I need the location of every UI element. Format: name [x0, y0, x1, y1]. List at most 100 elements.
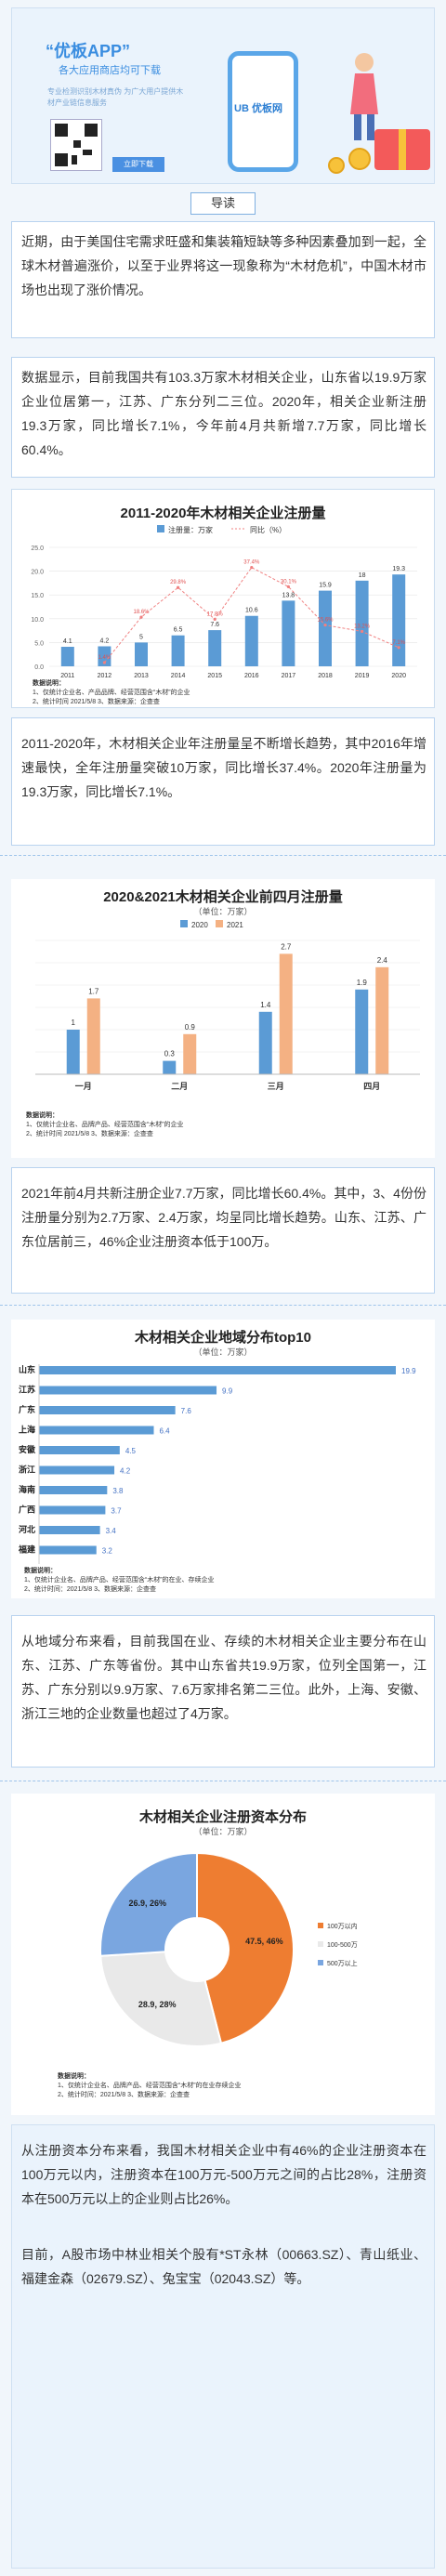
- section-divider: [0, 1305, 446, 1306]
- monthly-paragraph: 2021年前4月共新注册企业7.7万家，同比增长60.4%。其中，3、4份份注册…: [21, 1186, 426, 1249]
- chart1-y-tick: 20.0: [31, 570, 44, 576]
- chart3-category-label: 安徽: [19, 1444, 36, 1454]
- chart2-legend-2020-swatch: [180, 920, 188, 927]
- chart1-bar: [319, 590, 332, 666]
- chart2-x-tick: 四月: [363, 1082, 380, 1091]
- app-title: “优板APP”: [46, 42, 131, 60]
- chart1-x-tick: 2014: [171, 673, 186, 679]
- chart4-legend-swatch: [318, 1960, 323, 1965]
- chart1-y-tick: 10.0: [31, 617, 44, 624]
- chart1-x-tick: 2017: [282, 673, 296, 679]
- chart1-line-label: 7.1%: [392, 640, 405, 646]
- chart1-line-point: [397, 646, 400, 650]
- chart1-line-label: 15.6%: [317, 618, 334, 624]
- chart3-category-label: 上海: [19, 1425, 35, 1435]
- chart3-bar: [39, 1366, 396, 1374]
- chart3-note-1: 1、仅统计企业名、品牌产品、经营范围含“木材”的在业、存续企业: [24, 1577, 215, 1584]
- chart1-bar: [60, 647, 74, 666]
- chart4-legend-label: 500万以上: [327, 1959, 358, 1967]
- chart2-svg: 2020 2021 1 1.7 一月 0.3 0.9 二月 1.4 2.7 三月 1.9 2.4 四月: [35, 920, 420, 1091]
- chart1-line-label: 30.1%: [281, 579, 297, 585]
- chart3-bar: [39, 1505, 106, 1515]
- chart3-category-label: 浙江: [19, 1465, 35, 1475]
- chart1-line-label: 37.4%: [243, 560, 260, 566]
- chart3-value-label: 3.4: [106, 1527, 117, 1535]
- chart1-note-title: 数据说明：: [33, 680, 65, 687]
- chart1-bar-label: 5: [139, 634, 143, 640]
- chart1-note-1: 1、仅统计企业名、产品品牌、经营范围含“木材”的企业: [33, 690, 190, 696]
- region-paragraph: 从地域分布来看，目前我国在业、存续的木材相关企业主要分布在山东、江苏、广东等省份…: [21, 1634, 426, 1721]
- chart3-category-label: 福建: [18, 1544, 36, 1555]
- ub-logo: UB 优板网: [234, 103, 282, 114]
- chart3-value-label: 6.4: [159, 1427, 170, 1436]
- chart3-svg: 山东 19.9 江苏 9.9 广东 7.6 上海 6.4 安徽 4.5 浙江 4.2 海南 3.8 广西 3.…: [18, 1364, 416, 1564]
- chart2-bar-label: 0.3: [164, 1050, 176, 1058]
- chart1-x-tick: 2020: [391, 673, 406, 679]
- capital-distribution-chart: 木材相关企业注册资本分布 （单位：万家） 47.5, 46% 28.9, 28% 2…: [11, 1794, 435, 2115]
- chart3-bar: [39, 1545, 97, 1555]
- stocks-paragraph: 目前，A股市场中林业相关个股有*ST永林（00663.SZ）、青山纸业、福建金森…: [21, 2247, 426, 2286]
- chart2-legend-2021-label: 2021: [227, 921, 243, 929]
- monthly-registration-chart: 2020&2021木材相关企业前四月注册量 （单位：万家） 2020 2021 1 1…: [11, 879, 435, 1158]
- chart2-bar-label: 2.4: [377, 956, 388, 965]
- chart2-bar-2021: [86, 998, 100, 1074]
- chart3-value-label: 4.5: [125, 1447, 137, 1455]
- chart3-value-label: 7.6: [181, 1407, 192, 1415]
- chart3-value-label: 3.8: [112, 1487, 124, 1495]
- chart4-svg: 47.5, 46% 28.9, 28% 26.9, 26% 100万以内 100-500…: [99, 1851, 358, 2047]
- chart1-y-tick: 0.0: [34, 664, 44, 671]
- chart4-slice: [196, 1851, 295, 2044]
- capital-card: 从注册资本分布来看，我国木材相关企业中有46%的企业注册资本在100万元以内，注…: [11, 2124, 435, 2569]
- chart3-value-label: 3.7: [111, 1507, 122, 1516]
- chart3-bar: [39, 1406, 176, 1414]
- chart2-notes: 数据说明： 1、仅统计企业名、品牌产品、经营范围含“木材”的企业 2、统计时间 …: [26, 1111, 184, 1139]
- chart4-slice: [99, 1951, 223, 2047]
- chart2-bar-label: 2.7: [281, 942, 292, 951]
- chart2-note-2: 2、统计时间 2021/5/8 3、数据来源：企查查: [26, 1131, 153, 1137]
- chart3-category-label: 山东: [19, 1364, 35, 1374]
- chart2-bar-2020: [258, 1011, 272, 1074]
- chart4-note-2: 2、统计时间：2021/5/8 3、数据来源：企查查: [58, 2092, 190, 2098]
- chart2-legend-2020-label: 2020: [191, 921, 208, 929]
- app-banner[interactable]: “优板APP” 各大应用商店均可下载 专业检测识别木材真伪 为广大用户提供木材产…: [11, 7, 435, 184]
- chart2-bar-label: 0.9: [185, 1023, 196, 1032]
- chart3-category-label: 江苏: [19, 1385, 35, 1395]
- chart1-bar-label: 10.6: [245, 608, 258, 614]
- chart2-bar-2020: [66, 1030, 80, 1074]
- chart4-title: 木材相关企业注册资本分布: [138, 1809, 307, 1825]
- chart2-bar-2020: [355, 989, 369, 1074]
- chart3-category-label: 河北: [19, 1524, 35, 1534]
- phone-illustration: UB 优板网: [228, 51, 298, 172]
- chart1-bar-label: 13.8: [282, 592, 295, 598]
- chart3-title: 木材相关企业地域分布top10: [134, 1330, 311, 1346]
- chart1-x-tick: 2018: [318, 673, 333, 679]
- chart1-bar-label: 15.9: [319, 583, 332, 589]
- chart1-bar-label: 6.5: [174, 627, 183, 634]
- chart1-bar-label: 7.6: [210, 622, 219, 628]
- chart1-bar-label: 4.1: [63, 638, 72, 645]
- intro-paragraph: 近期，由于美国住宅需求旺盛和集装箱短缺等多种因素叠加到一起，全球木材普遍涨价，以…: [21, 234, 426, 297]
- chart4-notes: 数据说明： 1、仅统计企业名、品牌产品、经营范围含“木材”的在业存续企业 2、统…: [58, 2072, 242, 2100]
- chart2-bar-label: 1.9: [357, 979, 368, 987]
- chart3-value-label: 9.9: [222, 1387, 233, 1396]
- chart3-category-label: 广东: [19, 1404, 35, 1414]
- annual-registration-chart: 2011-2020年木材相关企业注册量 注册量：万家 同比（%） 0.0 5.0 10.…: [11, 489, 435, 708]
- chart1-bar: [98, 646, 112, 666]
- chart2-bar-label: 1: [72, 1019, 76, 1027]
- chart1-line-label: 1.4%: [98, 655, 112, 661]
- chart1-bar-label: 18: [359, 572, 366, 579]
- chart1-bar: [208, 630, 222, 666]
- chart1-y-tick: 5.0: [34, 640, 44, 647]
- chart3-bar: [39, 1426, 154, 1435]
- chart1-bar: [244, 615, 258, 666]
- trend-paragraph: 2011-2020年，木材相关企业年注册量呈不断增长趋势，其中2016年增速最快…: [21, 736, 426, 799]
- chart4-legend-swatch: [318, 1941, 323, 1947]
- chart2-bar-2021: [279, 953, 293, 1074]
- download-button[interactable]: 立即下载: [112, 157, 164, 172]
- chart4-legend-label: 100万以内: [327, 1922, 358, 1930]
- chart1-x-tick: 2019: [355, 673, 370, 679]
- app-subtitle: 各大应用商店均可下载: [59, 65, 161, 76]
- chart1-bar: [355, 580, 369, 666]
- chart1-legend-line-label: 同比（%）: [250, 525, 286, 534]
- chart1-x-tick: 2011: [60, 673, 74, 679]
